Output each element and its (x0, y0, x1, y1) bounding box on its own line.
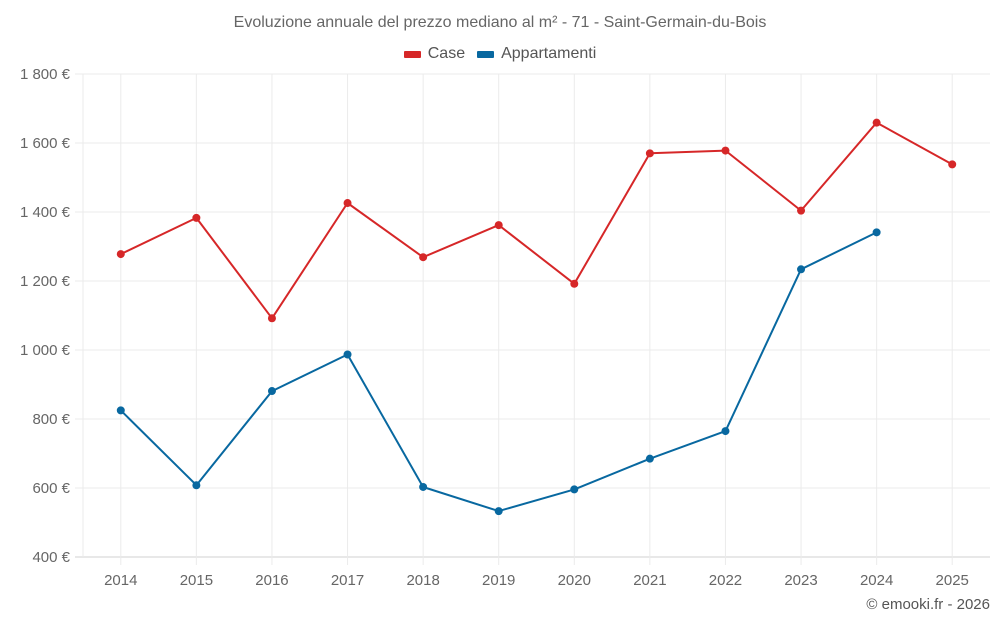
x-tick-label: 2020 (558, 572, 591, 589)
data-point-case-2025[interactable] (948, 160, 957, 169)
data-point-case-2023[interactable] (797, 206, 806, 215)
data-point-case-2016[interactable] (267, 314, 276, 323)
data-point-appartamenti-2018[interactable] (419, 482, 428, 491)
y-tick-label: 400 € (32, 549, 70, 566)
data-point-case-2018[interactable] (419, 253, 428, 262)
legend-swatch-case (403, 50, 421, 58)
chart-title: Evoluzione annuale del prezzo mediano al… (233, 14, 767, 31)
data-point-appartamenti-2024[interactable] (872, 228, 881, 237)
series-lines (120, 121, 953, 513)
data-point-case-2019[interactable] (494, 221, 503, 230)
data-point-appartamenti-2019[interactable] (494, 507, 503, 516)
data-point-appartamenti-2023[interactable] (797, 265, 806, 274)
x-tick-label: 2015 (180, 572, 213, 589)
data-point-appartamenti-2014[interactable] (116, 406, 125, 415)
x-tick-label: 2016 (255, 572, 288, 589)
y-tick-label: 1 600 € (20, 135, 71, 152)
y-tick-label: 1 400 € (20, 204, 71, 221)
data-point-case-2015[interactable] (192, 213, 201, 222)
y-tick-label: 1 800 € (20, 66, 71, 83)
data-point-appartamenti-2016[interactable] (267, 387, 276, 396)
data-point-appartamenti-2017[interactable] (343, 350, 352, 359)
x-tick-label: 2022 (709, 572, 742, 589)
data-point-case-2024[interactable] (872, 118, 881, 127)
data-point-appartamenti-2022[interactable] (721, 427, 730, 436)
data-point-case-2017[interactable] (343, 199, 352, 208)
x-tick-label: 2021 (633, 572, 666, 589)
series-points (116, 118, 957, 516)
x-tick-label: 2024 (860, 572, 893, 589)
data-point-case-2022[interactable] (721, 146, 730, 155)
x-tick-label: 2025 (936, 572, 969, 589)
legend-item-appartamenti[interactable]: Appartamenti (477, 45, 596, 63)
axes: 400 € 600 € 800 € 1 000 € 1 200 € 1 400 € 1 60… (20, 66, 969, 589)
data-point-case-2020[interactable] (570, 279, 579, 288)
legend-label-appartamenti: Appartamenti (501, 45, 597, 62)
legend-label-case: Case (427, 45, 466, 62)
legend-item-case[interactable]: Case (403, 45, 466, 63)
x-tick-label: 2018 (406, 572, 439, 589)
series-line-case (120, 121, 953, 320)
x-tick-label: 2023 (784, 572, 817, 589)
y-tick-label: 1 200 € (20, 273, 71, 290)
data-point-appartamenti-2015[interactable] (192, 481, 201, 490)
y-tick-label: 1 000 € (20, 342, 71, 359)
x-tick-label: 2014 (104, 572, 137, 589)
grid (75, 73, 990, 565)
data-point-appartamenti-2020[interactable] (570, 485, 579, 494)
credit-text: © emooki.fr - 2026 (866, 596, 990, 613)
y-tick-label: 800 € (32, 411, 70, 428)
data-point-appartamenti-2021[interactable] (645, 454, 654, 463)
y-tick-label: 600 € (32, 480, 70, 497)
data-point-case-2021[interactable] (645, 149, 654, 158)
legend: Case Appartamenti (0, 45, 1000, 63)
x-tick-label: 2017 (331, 572, 364, 589)
data-point-case-2014[interactable] (116, 250, 125, 259)
legend-swatch-appartamenti (477, 50, 495, 58)
x-tick-label: 2019 (482, 572, 515, 589)
